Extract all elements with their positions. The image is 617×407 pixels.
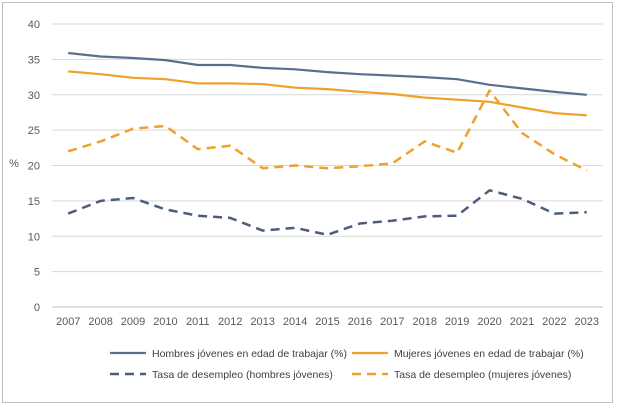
x-tick-label: 2019 [445,316,469,328]
legend-label: Tasa de desempleo (hombres jóvenes) [152,369,333,381]
x-tick-label: 2018 [412,316,436,328]
x-tick-label: 2015 [315,316,339,328]
y-tick-label: 25 [28,125,40,137]
chart-frame [2,2,613,403]
x-tick-label: 2010 [153,316,177,328]
legend-item: Hombres jóvenes en edad de trabajar (%) [110,348,347,360]
series-line-3 [67,189,587,237]
y-axis-label: % [9,158,19,170]
legend-label: Hombres jóvenes en edad de trabajar (%) [152,348,347,360]
series-line-1 [68,51,587,96]
x-tick-label: 2021 [510,316,534,328]
x-tick-label: 2008 [88,316,112,328]
x-tick-label: 2014 [283,316,307,328]
x-tick-label: 2022 [542,316,566,328]
x-tick-label: 2007 [56,316,80,328]
y-tick-label: 30 [28,90,40,102]
series-line-4 [67,89,588,172]
y-tick-label: 40 [28,19,40,31]
gridlines [52,23,603,308]
x-axis-ticks: 2007 2008 2009 2010 2011 2012 2013 2014 2015 2016… [56,316,599,328]
x-tick-label: 2017 [380,316,404,328]
x-tick-label: 2013 [250,316,274,328]
y-tick-label: 15 [28,196,40,208]
legend: Hombres jóvenes en edad de trabajar (%) M… [110,348,584,381]
y-axis-ticks: 0 5 10 15 20 25 30 35 40 [28,19,40,314]
x-tick-label: 2012 [218,316,242,328]
legend-item: Mujeres jóvenes en edad de trabajar (%) [352,348,584,360]
y-tick-label: 0 [34,302,40,314]
legend-item: Tasa de desempleo (hombres jóvenes) [110,369,333,381]
y-tick-label: 20 [28,161,40,173]
series-line-2 [68,70,587,117]
legend-label: Tasa de desempleo (mujeres jóvenes) [394,369,571,381]
x-tick-label: 2020 [477,316,501,328]
x-tick-label: 2023 [575,316,599,328]
x-tick-label: 2016 [348,316,372,328]
y-tick-label: 5 [34,267,40,279]
legend-item: Tasa de desempleo (mujeres jóvenes) [352,369,571,381]
x-tick-label: 2009 [121,316,145,328]
legend-label: Mujeres jóvenes en edad de trabajar (%) [394,348,584,360]
series-lines [67,51,588,237]
y-tick-label: 10 [28,231,40,243]
x-tick-label: 2011 [186,316,210,328]
y-tick-label: 35 [28,54,40,66]
